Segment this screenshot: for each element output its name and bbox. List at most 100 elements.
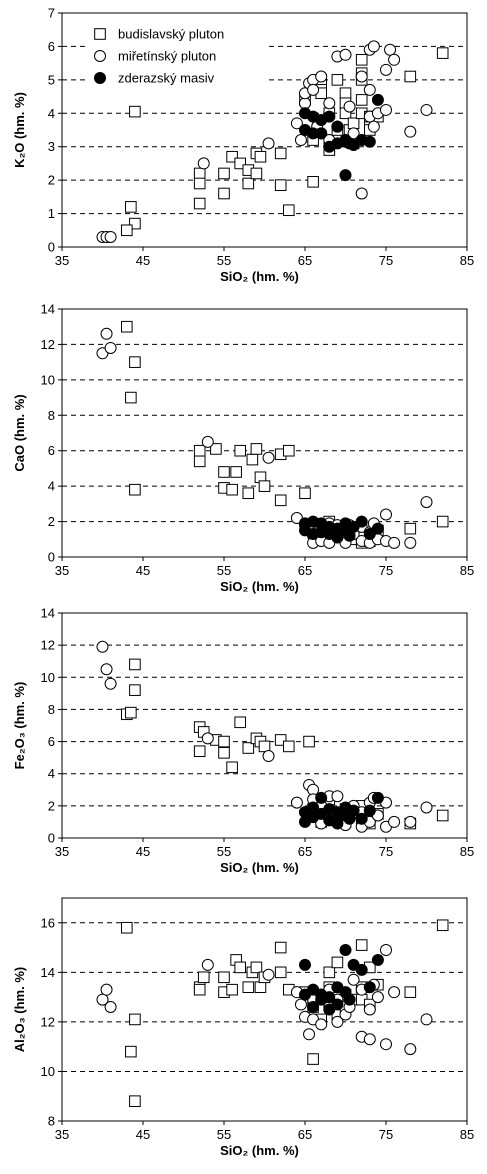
data-point-open-circle (100, 983, 113, 996)
data-point-open-circle (420, 801, 433, 814)
data-point-square (218, 167, 230, 180)
y-tick-label: 8 (48, 702, 55, 717)
data-point-square (254, 981, 267, 994)
y-tick-label: 10 (41, 670, 55, 685)
data-point-filled-circle (339, 944, 352, 957)
data-point-open-circle (262, 750, 275, 763)
data-point-filled-circle (371, 953, 384, 966)
x-tick-label: 35 (55, 844, 69, 859)
data-point-open-circle (380, 944, 392, 957)
data-point-filled-circle (363, 804, 376, 817)
legend: budislavský pluton miřetínský pluton zdera… (86, 20, 266, 90)
data-point-filled-circle (331, 998, 344, 1011)
x-tick-label: 85 (460, 844, 474, 859)
data-point-open-circle (388, 53, 401, 66)
data-point-open-circle (363, 1033, 376, 1046)
y-tick-label: 4 (48, 766, 55, 781)
series-1 (121, 658, 449, 830)
data-point-square (299, 487, 311, 500)
data-point-square (283, 740, 295, 753)
data-point-open-circle (96, 640, 109, 653)
data-point-square (254, 150, 267, 163)
data-point-square (226, 150, 238, 163)
data-point-filled-circle (363, 135, 376, 148)
series-1 (121, 320, 449, 549)
data-point-open-circle (355, 70, 368, 83)
data-point-square (210, 443, 222, 455)
data-point-open-circle (262, 137, 275, 150)
y-tick-label: 6 (48, 39, 55, 54)
y-tick-label: 2 (48, 173, 55, 188)
data-point-square (307, 176, 319, 188)
y-tick-label: 14 (41, 302, 55, 317)
data-point-square (218, 971, 230, 984)
data-point-square (226, 983, 238, 996)
data-point-square (250, 961, 263, 974)
y-tick-label: 0 (48, 831, 55, 846)
data-point-open-circle (197, 157, 210, 170)
legend-box (86, 20, 266, 90)
data-point-square (436, 515, 449, 528)
data-point-open-circle (323, 97, 336, 110)
data-point-square (193, 197, 206, 210)
data-point-square (274, 494, 287, 507)
data-point-square (404, 986, 417, 998)
y-tick-label: 3 (48, 139, 55, 154)
y-tick-label: 12 (41, 1014, 55, 1029)
data-point-square (125, 201, 137, 213)
y-tick-label: 10 (41, 1064, 55, 1079)
data-point-filled-circle (371, 791, 384, 804)
x-tick-label: 35 (55, 253, 69, 268)
data-point-square (129, 684, 141, 696)
y-tick-label: 14 (41, 606, 55, 621)
chart-4: 8 10 12 14 16 35 45 55 65 75 85 SiO₂ (hm. %) Al₂O₃ (… (12, 897, 474, 1158)
y-tick-label: 8 (48, 1114, 55, 1129)
y-tick-label: 5 (48, 72, 55, 87)
x-tick-label: 65 (298, 253, 312, 268)
data-point-square (129, 217, 141, 230)
data-point-open-circle (315, 70, 328, 83)
data-point-filled-circle (355, 812, 368, 825)
data-point-square (94, 28, 106, 40)
legend-label: miřetínský pluton (118, 49, 216, 64)
data-point-square (355, 54, 368, 66)
data-point-open-circle (347, 973, 360, 986)
x-tick-label: 35 (55, 1127, 69, 1142)
data-point-square (339, 87, 352, 100)
data-point-square (197, 971, 210, 984)
x-tick-label: 55 (217, 1127, 231, 1142)
data-point-square (193, 444, 206, 457)
data-point-open-circle (347, 127, 360, 140)
x-tick-label: 85 (460, 1127, 474, 1142)
data-point-square (355, 94, 368, 106)
y-tick-label: 10 (41, 372, 55, 387)
y-tick-label: 7 (48, 6, 55, 21)
data-point-square (193, 455, 206, 468)
data-point-open-circle (355, 187, 368, 200)
data-point-open-circle (371, 991, 384, 1004)
data-point-square (129, 658, 141, 671)
data-point-square (230, 466, 242, 478)
data-point-square (129, 483, 141, 496)
data-point-filled-circle (363, 981, 376, 994)
data-point-filled-circle (339, 169, 352, 182)
y-tick-label: 12 (41, 638, 55, 653)
x-tick-label: 55 (217, 844, 231, 859)
data-point-open-circle (404, 125, 417, 138)
chart-2: 0 2 4 6 8 10 12 14 35 45 55 65 75 85 SiO₂ (hm. %) CaO (… (12, 302, 474, 595)
data-point-open-circle (331, 790, 344, 803)
x-tick-label: 45 (136, 253, 150, 268)
data-point-open-circle (294, 134, 307, 147)
y-tick-label: 2 (48, 798, 55, 813)
data-point-open-circle (367, 120, 380, 133)
data-point-open-circle (290, 117, 303, 130)
data-point-open-circle (388, 986, 401, 999)
data-point-square (193, 745, 206, 758)
data-point-square (347, 117, 360, 130)
data-point-square (129, 1095, 141, 1107)
data-point-filled-circle (94, 72, 106, 84)
legend-label: zderazský masiv (118, 71, 215, 86)
data-point-open-circle (307, 83, 320, 96)
y-axis-title: CaO (hm. %) (12, 394, 27, 471)
data-point-square (234, 444, 246, 457)
